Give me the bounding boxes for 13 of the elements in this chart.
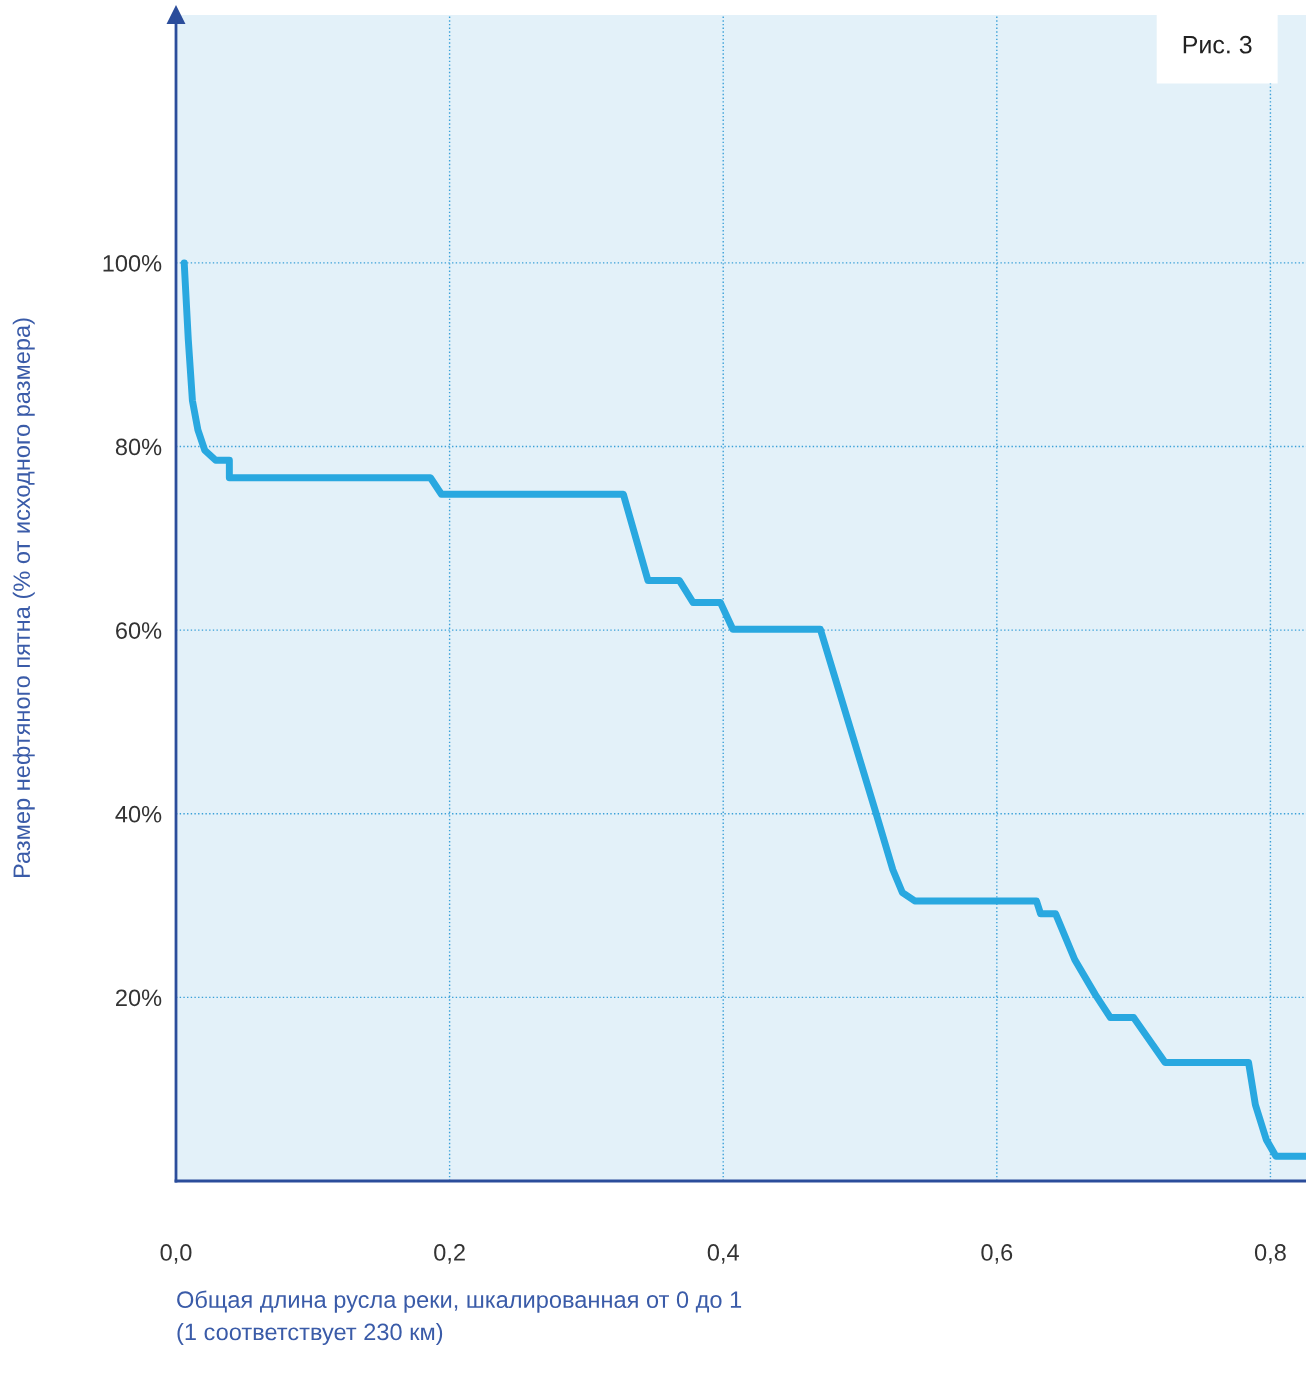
y-tick-label: 20%	[116, 989, 162, 1007]
annotation: Рис. 3	[1183, 35, 1252, 54]
x-tick-label: 0,4	[707, 1244, 739, 1264]
x-axis-title: Общая длина русла реки, шкалированная от 0 до 1 (1 соответствует 230 км)	[177, 1290, 742, 1345]
x-tick-label: 0,8	[1254, 1244, 1286, 1264]
x-tick-label: 0,2	[434, 1244, 465, 1264]
y-tick-label: 60%	[116, 622, 162, 639]
x-tick-label: 0,0	[160, 1244, 192, 1264]
y-tick-label: 40%	[115, 805, 162, 823]
x-tick-label: 0,6	[981, 1244, 1013, 1264]
y-tick-label: 80%	[115, 438, 162, 456]
y-tick-label: 100%	[103, 254, 162, 272]
y-axis-title: Размер нефтяного пятна (% от исходного размера)	[12, 318, 35, 878]
